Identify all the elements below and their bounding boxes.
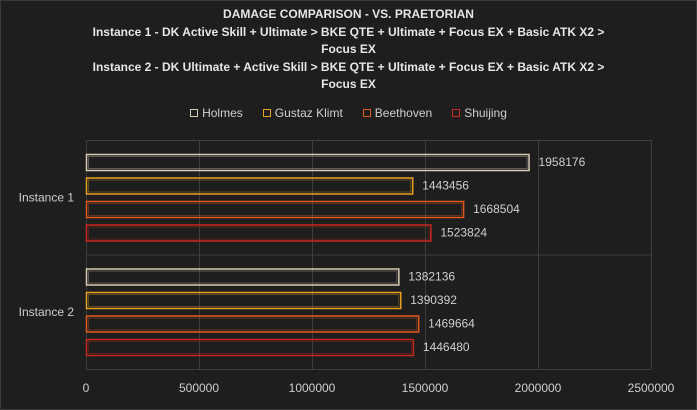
bar: [85, 291, 402, 310]
legend-item-2: Gustaz Klimt: [262, 106, 343, 120]
bar-inner-outline: [88, 294, 400, 307]
bar-inner-outline: [88, 156, 528, 169]
chart-subtitle-line-4: Focus EX: [321, 77, 376, 91]
data-label: 1469664: [428, 317, 475, 331]
legend-label: Beethoven: [374, 106, 433, 120]
bar: [85, 200, 465, 219]
legend-swatch: [362, 109, 371, 117]
chart-subtitle-line-1: Instance 1 - DK Active Skill + Ultimate …: [92, 24, 605, 39]
x-tick-label: 2500000: [628, 381, 675, 395]
bar-inner-outline: [88, 226, 430, 240]
legend-swatch: [262, 109, 271, 117]
bar-inner-outline: [88, 341, 412, 354]
data-label: 1958176: [539, 155, 586, 169]
bar: [85, 338, 415, 357]
category-label: Instance 1: [19, 190, 75, 204]
bar: [85, 177, 414, 195]
bar-inner-outline: [88, 179, 412, 193]
legend-item-4: Shuijing: [452, 106, 507, 120]
legend-swatch: [190, 109, 199, 117]
chart-subtitle-line-3: Instance 2 - DK Ultimate + Active Skill …: [92, 59, 605, 74]
data-label: 1390392: [410, 293, 457, 307]
data-label: 1382136: [408, 270, 455, 284]
bar: [85, 224, 432, 242]
bar: [85, 153, 530, 172]
x-tick-label: 1000000: [289, 381, 336, 395]
bar-inner-outline: [88, 203, 463, 216]
bar-inner-outline: [88, 270, 398, 284]
legend-swatch: [452, 109, 461, 117]
bar: [85, 315, 420, 333]
legend-label: Holmes: [202, 106, 243, 120]
x-tick-label: 500000: [179, 381, 219, 395]
legend-item-3: Beethoven: [362, 106, 433, 120]
bar-inner-outline: [88, 317, 418, 331]
category-label: Instance 2: [19, 305, 75, 319]
legend-item-1: Holmes: [190, 106, 243, 120]
legend-label: Shuijing: [464, 106, 507, 120]
chart-title: DAMAGE COMPARISON - VS. PRAETORIAN: [223, 7, 474, 21]
data-label: 1523824: [440, 226, 487, 240]
chart-subtitle-line-2: Focus EX: [321, 42, 376, 56]
data-label: 1668504: [473, 202, 520, 216]
x-tick-label: 2000000: [515, 381, 562, 395]
x-tick-label: 1500000: [402, 381, 449, 395]
chart-title-block: DAMAGE COMPARISON - VS. PRAETORIAN Insta…: [0, 6, 697, 94]
bar: [85, 268, 400, 286]
data-label: 1446480: [423, 340, 470, 354]
data-label: 1443456: [422, 179, 469, 193]
x-tick-label: 0: [83, 381, 90, 395]
legend-label: Gustaz Klimt: [274, 106, 343, 120]
legend: Holmes Gustaz Klimt Beethoven Shuijing: [0, 106, 697, 120]
